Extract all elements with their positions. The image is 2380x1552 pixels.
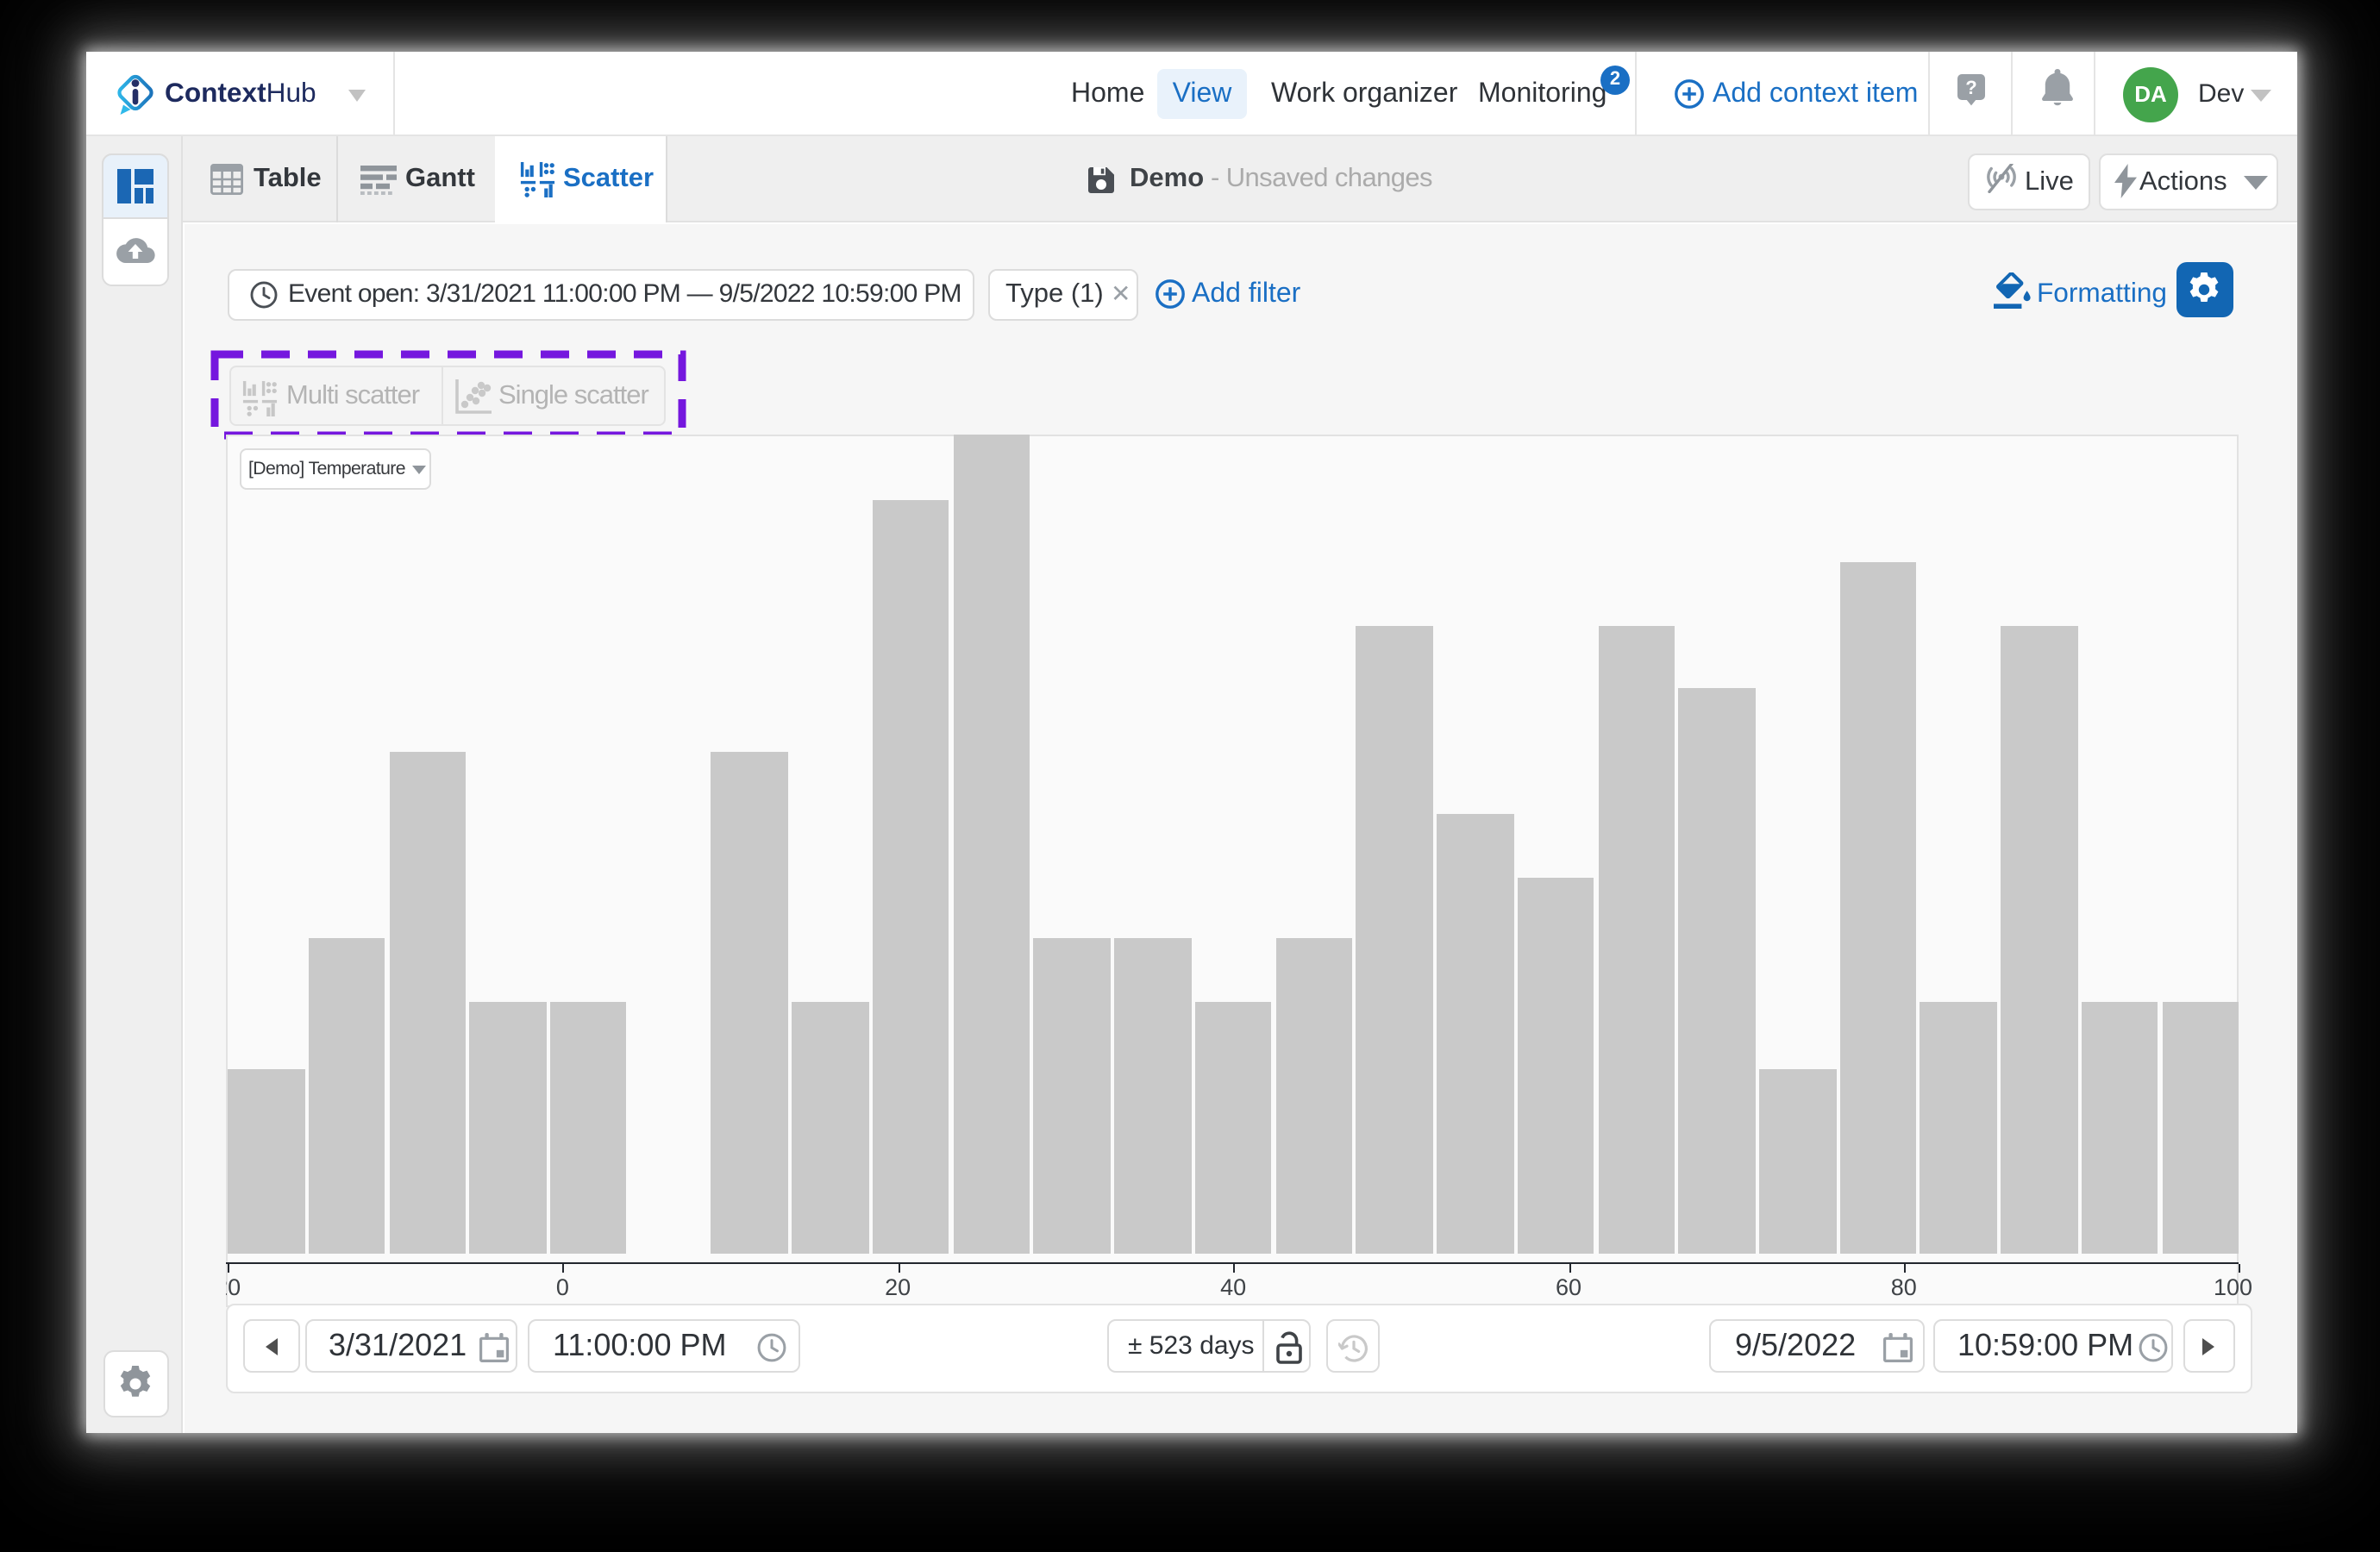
svg-text:?: ? [1965,77,1976,98]
